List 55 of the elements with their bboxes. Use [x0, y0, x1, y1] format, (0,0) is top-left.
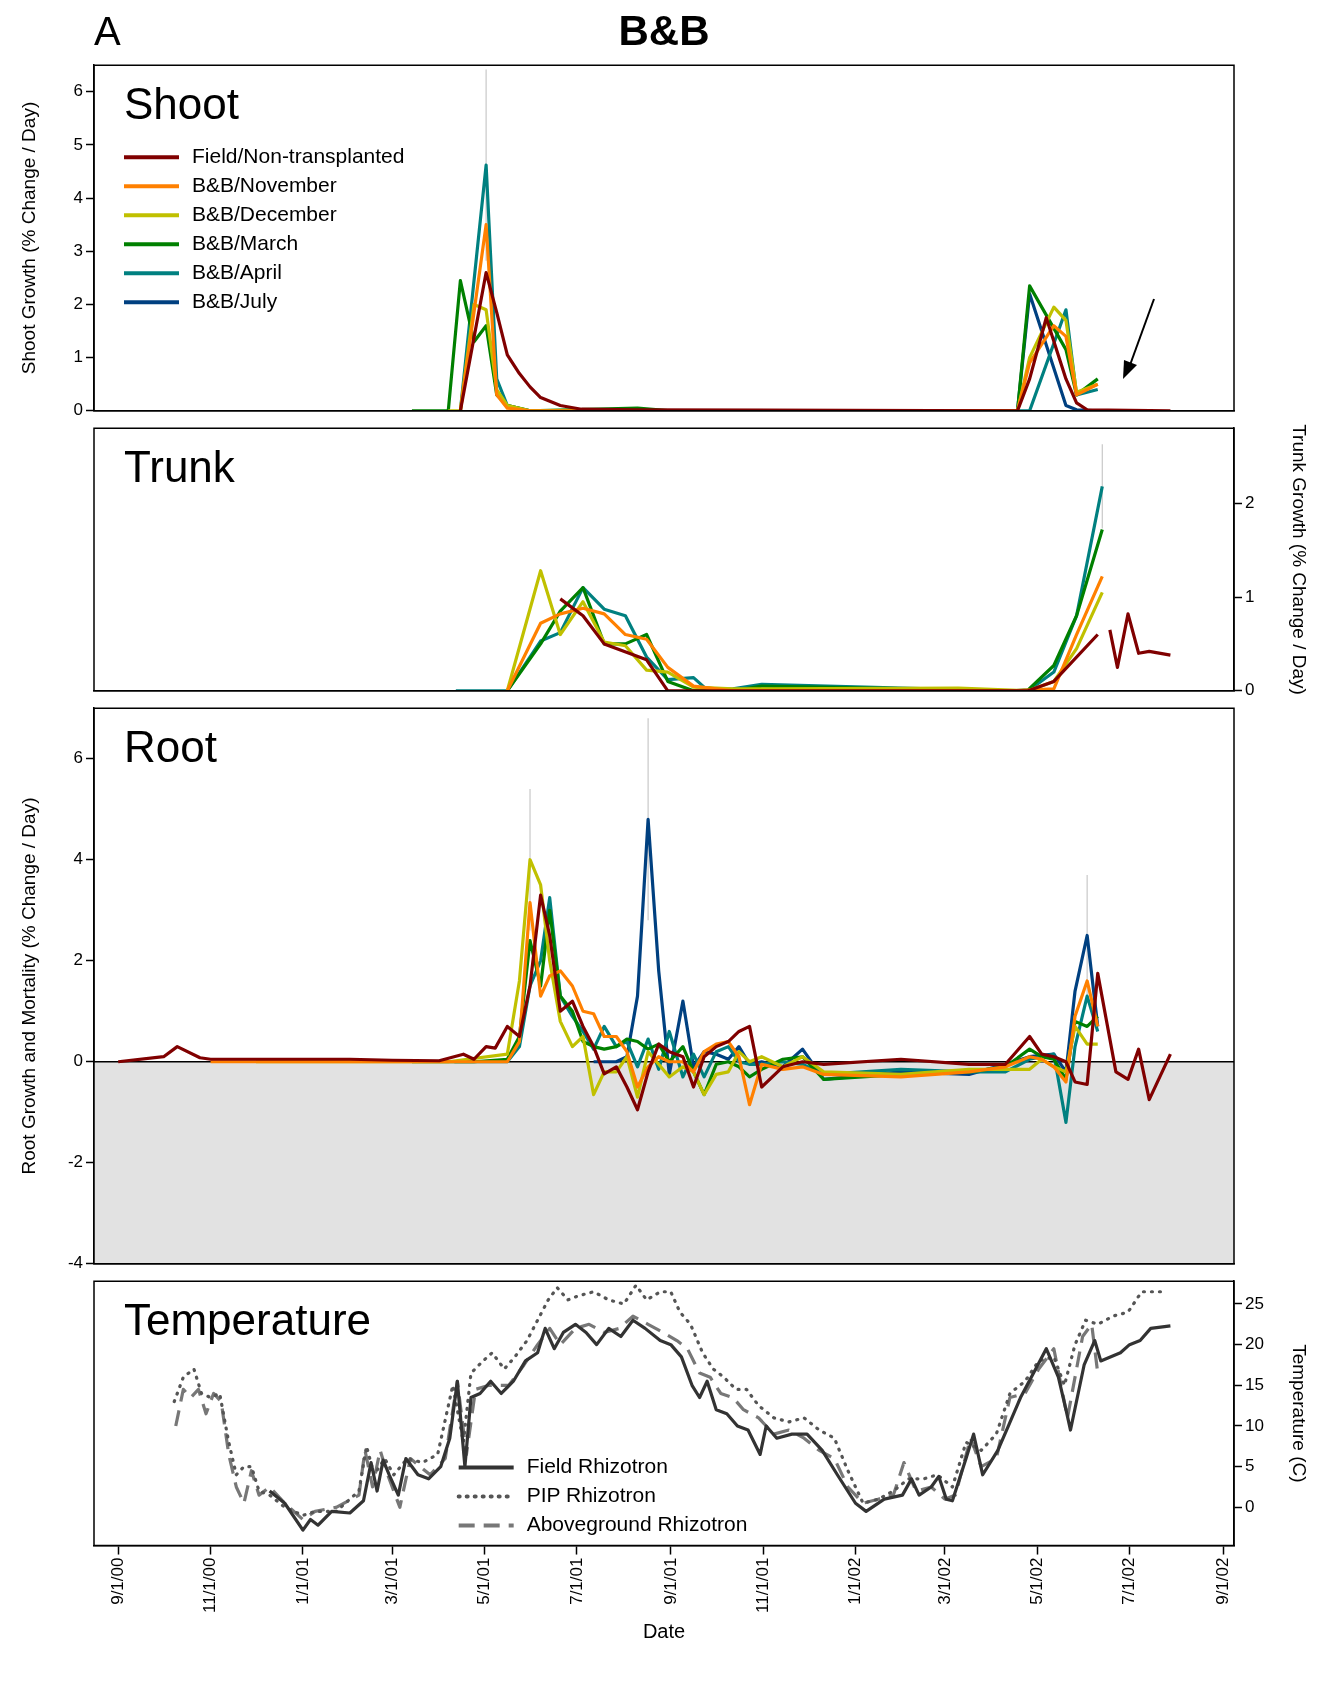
x-tick-label: 11/1/00 [200, 1557, 220, 1614]
y-tick-label: 3 [73, 240, 83, 260]
y2-tick-label: 10 [1245, 1415, 1264, 1435]
y-tick-label: 2 [73, 950, 83, 970]
x-tick-label: 9/1/00 [107, 1557, 127, 1605]
legend-label: B&B/April [192, 260, 282, 283]
x-tick-label: 3/1/02 [934, 1557, 954, 1605]
chart-title: Shoot [124, 79, 239, 129]
legend-label: Aboveground Rhizotron [526, 1512, 748, 1536]
y-axis-title: Root Growth and Mortality (% Change / Day) [17, 797, 39, 1175]
x-axis-title: Date [642, 1619, 686, 1642]
x-tick-label: 3/1/01 [381, 1557, 401, 1605]
legend-label: Field/Non-transplanted [192, 144, 405, 167]
y-tick-label: 4 [73, 849, 83, 869]
chart-title: Root [124, 722, 217, 772]
x-tick-label: 5/1/01 [474, 1557, 494, 1605]
y2-tick-label: 2 [1245, 492, 1255, 512]
legend-label: B&B/March [192, 231, 299, 254]
x-tick-label: 9/1/02 [1213, 1557, 1233, 1605]
legend-label: Field Rhizotron [526, 1454, 668, 1478]
y-tick-label: 5 [73, 134, 83, 154]
y-tick-label: 0 [73, 400, 83, 420]
y-tick-label: 0 [73, 1051, 83, 1071]
y2-axis-title: Trunk Growth (% Change / Day) [1289, 424, 1311, 695]
y-tick-label: 6 [73, 81, 83, 101]
x-tick-label: 9/1/01 [660, 1557, 680, 1605]
y2-tick-label: 25 [1245, 1293, 1264, 1313]
y-tick-label: -4 [67, 1253, 83, 1273]
y2-axis-title: Temperature (C) [1289, 1344, 1311, 1483]
text: A [94, 9, 121, 53]
legend-label: B&B/July [192, 289, 278, 312]
x-tick-label: 7/1/01 [566, 1557, 586, 1605]
y-tick-label: 4 [73, 187, 83, 207]
chart-title: Temperature [124, 1295, 372, 1345]
x-tick-label: 11/1/01 [752, 1557, 772, 1614]
y2-tick-label: 0 [1245, 680, 1255, 700]
y-axis-title: Shoot Growth (% Change / Day) [17, 101, 39, 375]
y-tick-label: -2 [67, 1152, 83, 1172]
x-tick-label: 7/1/02 [1119, 1557, 1139, 1605]
chart-title: Trunk [124, 442, 236, 492]
legend-label: B&B/December [192, 202, 337, 225]
y2-tick-label: 20 [1245, 1334, 1264, 1354]
x-tick-label: 5/1/02 [1026, 1557, 1046, 1605]
x-tick-label: 1/1/02 [845, 1557, 865, 1605]
y-tick-label: 6 [73, 748, 83, 768]
y2-tick-label: 0 [1245, 1497, 1255, 1516]
y-tick-label: 1 [73, 347, 83, 367]
y2-tick-label: 15 [1245, 1375, 1264, 1394]
legend-label: B&B/November [192, 173, 337, 196]
y-tick-label: 2 [73, 294, 83, 314]
y2-tick-label: 1 [1245, 586, 1255, 606]
legend-label: PIP Rhizotron [526, 1483, 656, 1507]
text: B&B [618, 7, 710, 54]
y2-tick-label: 5 [1245, 1456, 1255, 1476]
x-tick-label: 1/1/01 [292, 1557, 312, 1605]
